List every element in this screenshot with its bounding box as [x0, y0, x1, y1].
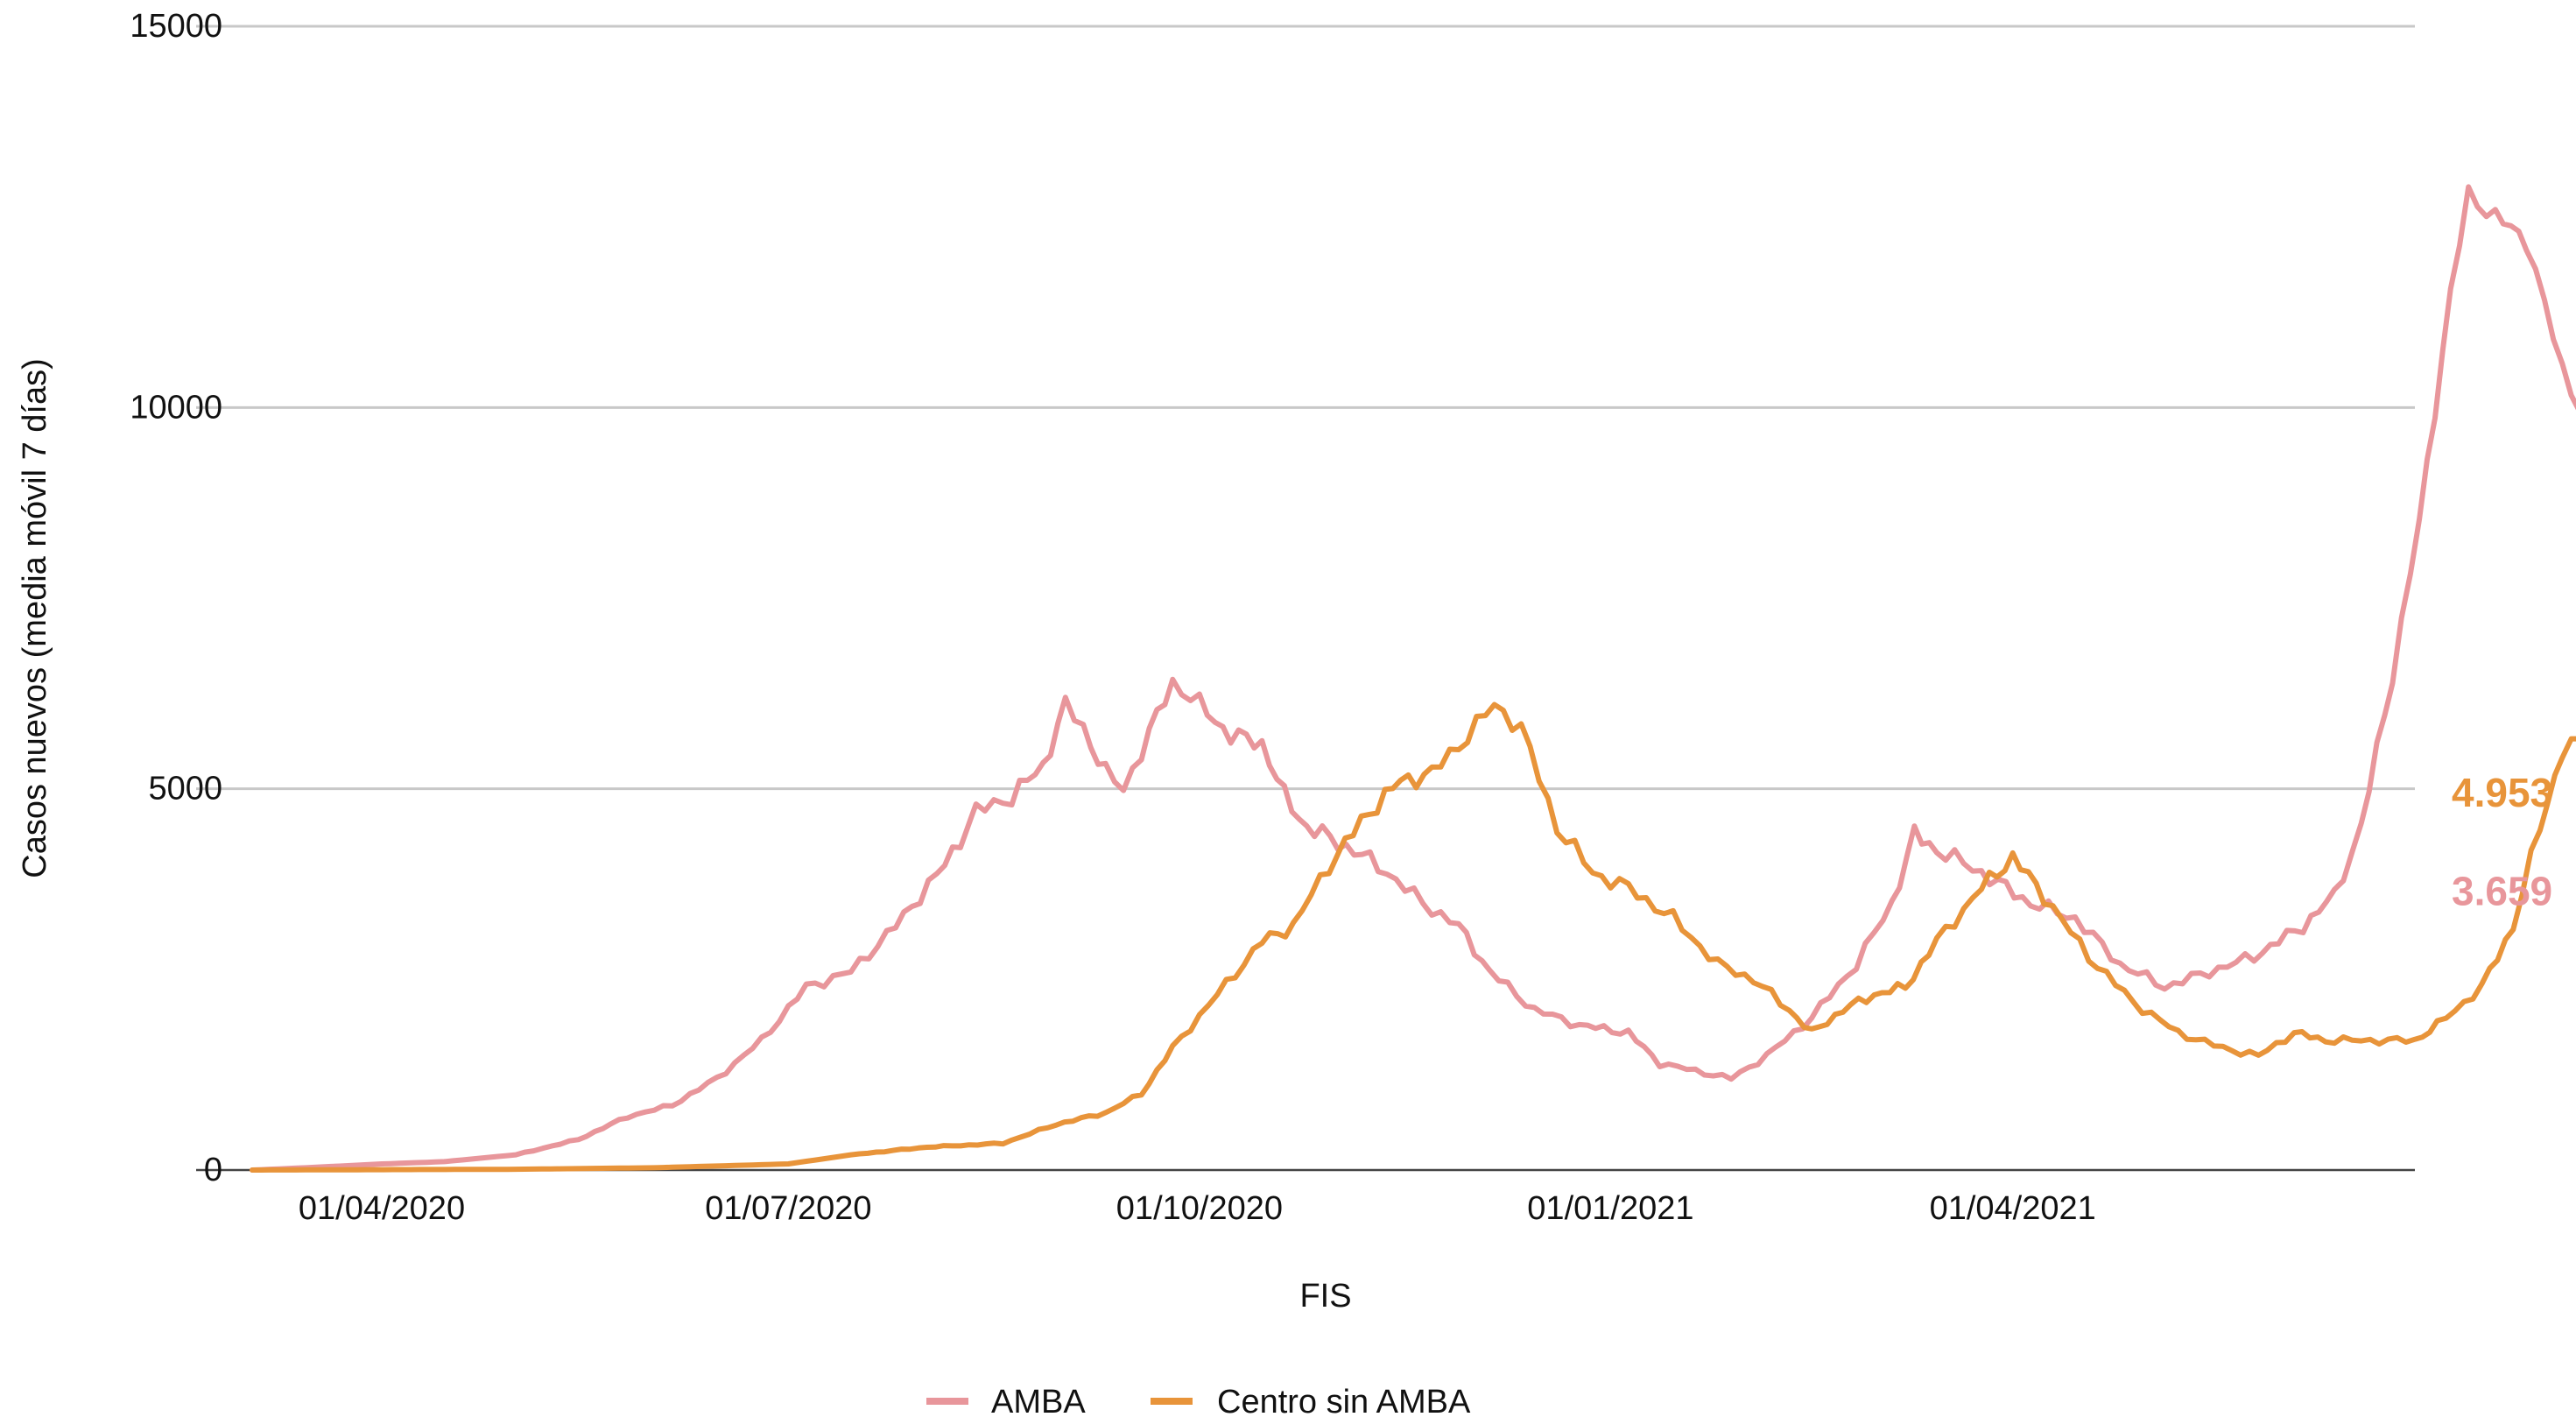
legend-item-centro-sin-amba: Centro sin AMBA — [1151, 1384, 1471, 1417]
legend-item-amba: AMBA — [926, 1384, 1086, 1417]
end-value-labels: 3.659 4.953 — [2452, 770, 2552, 914]
gridlines — [196, 25, 2415, 1172]
y-tick-labels: 0 5000 10000 15000 — [130, 8, 222, 1188]
legend-label-centro-sin-amba: Centro sin AMBA — [1217, 1384, 1471, 1417]
y-tick-label: 0 — [204, 1152, 222, 1188]
x-axis-title: FIS — [1299, 1278, 1351, 1315]
x-tick-label: 01/04/2021 — [1930, 1190, 2096, 1227]
series-line-centro-sin-amba — [250, 701, 2576, 1173]
y-tick-label: 15000 — [130, 8, 222, 45]
end-value-label-centro-sin-amba: 4.953 — [2452, 770, 2552, 815]
x-tick-label: 01/07/2020 — [705, 1190, 871, 1227]
y-tick-label: 10000 — [130, 389, 222, 426]
y-axis-title: Casos nuevos (media móvil 7 días) — [17, 358, 53, 878]
x-tick-label: 01/10/2020 — [1116, 1190, 1283, 1227]
legend: AMBA Centro sin AMBA — [926, 1384, 1471, 1417]
end-value-label-amba: 3.659 — [2452, 868, 2552, 913]
x-tick-labels: 01/04/2020 01/07/2020 01/10/2020 01/01/2021… — [299, 1190, 2096, 1227]
x-tick-label: 01/01/2021 — [1527, 1190, 1693, 1227]
y-tick-label: 5000 — [148, 771, 222, 807]
series-lines — [250, 184, 2576, 1173]
legend-label-amba: AMBA — [991, 1384, 1086, 1417]
series-line-amba — [250, 184, 2576, 1173]
x-tick-label: 01/04/2020 — [299, 1190, 465, 1227]
